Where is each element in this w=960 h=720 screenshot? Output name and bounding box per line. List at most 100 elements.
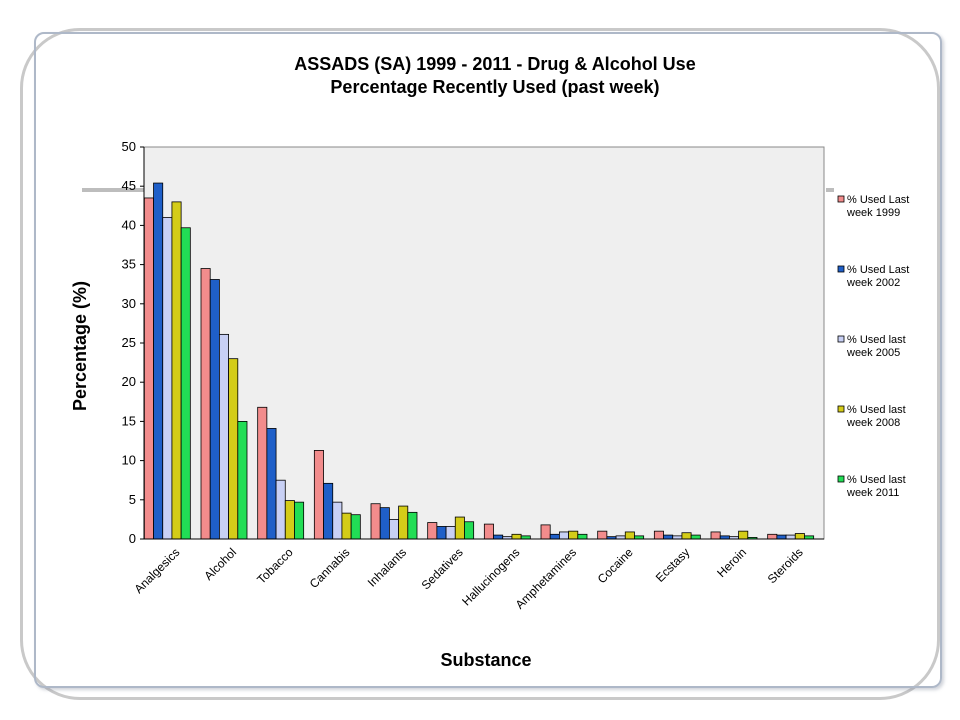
bar-alcohol-2 (209, 279, 220, 540)
bar-inhalants-1 (370, 503, 381, 540)
legend-swatch (837, 195, 845, 203)
x-axis-title: Substance (440, 650, 531, 670)
bar-amphetamines-2 (549, 533, 560, 540)
bar-tobacco-2 (266, 428, 277, 540)
x-category-label: Steroids (765, 545, 806, 586)
legend-label: % Used Last (847, 194, 909, 206)
x-category-label: Heroin (714, 545, 749, 580)
bar-cannabis-4 (341, 512, 352, 540)
y-tick-label: 15 (122, 413, 136, 428)
bar-cocaine-4 (624, 531, 635, 540)
bar-tobacco-3 (275, 479, 286, 540)
legend-label: week 1999 (846, 207, 900, 219)
bar-amphetamines-4 (568, 530, 579, 540)
x-category-label: Hallucinogens (459, 545, 522, 608)
bar-cannabis-5 (350, 514, 361, 540)
bar-cocaine-1 (597, 530, 608, 540)
x-category-label: Sedatives (419, 545, 466, 592)
y-tick-label: 30 (122, 296, 136, 311)
legend-label: week 2002 (846, 277, 900, 289)
legend-label: % Used last (847, 474, 906, 486)
bar-ecstasy-2 (663, 534, 674, 540)
bar-alcohol-3 (218, 333, 229, 540)
bar-cannabis-1 (313, 450, 324, 540)
legend-label: % Used last (847, 404, 906, 416)
chart-subtitle: Percentage Recently Used (past week) (330, 77, 659, 97)
x-category-label: Cocaine (595, 545, 636, 586)
bar-inhalants-4 (398, 505, 409, 540)
bar-steroids-4 (794, 533, 805, 540)
bar-inhalants-2 (379, 507, 390, 540)
x-category-label: Ecstasy (653, 545, 693, 585)
x-category-label: Tobacco (254, 545, 296, 587)
legend-swatch (837, 475, 845, 483)
bar-alcohol-4 (228, 358, 239, 540)
bar-tobacco-5 (294, 501, 305, 540)
y-axis-title: Percentage (%) (70, 281, 90, 411)
bar-hallucinogens-1 (483, 523, 494, 540)
x-category-label: Analgesics (132, 545, 183, 596)
bar-analgesics-5 (180, 227, 191, 540)
y-tick-label: 20 (122, 374, 136, 389)
bar-amphetamines-5 (577, 533, 588, 540)
bar-alcohol-5 (237, 420, 248, 540)
y-tick-label: 25 (122, 335, 136, 350)
bar-tobacco-1 (257, 406, 268, 540)
legend-label: week 2011 (846, 487, 899, 499)
x-category-label: Amphetamines (513, 545, 580, 612)
bar-steroids-2 (776, 534, 787, 540)
bar-analgesics-4 (171, 201, 182, 540)
bar-cannabis-3 (332, 501, 343, 540)
bar-steroids-1 (767, 533, 778, 540)
y-tick-label: 35 (122, 257, 136, 272)
bar-cannabis-2 (323, 482, 334, 540)
bar-analgesics-3 (162, 217, 173, 540)
x-category-label: Cannabis (307, 545, 353, 591)
y-tick-label: 5 (129, 492, 136, 507)
x-category-label: Inhalants (365, 545, 409, 589)
bar-sedatives-4 (454, 516, 465, 540)
bar-hallucinogens-4 (511, 533, 522, 540)
bar-alcohol-1 (200, 268, 211, 540)
x-axis-categories: Analgesics Alcohol Tobacco Cannabis Inhalant… (132, 545, 806, 612)
bar-steroids-3 (785, 534, 796, 540)
legend-swatch (837, 265, 845, 273)
slide-frame-inner (34, 32, 942, 688)
legend-label: week 2005 (846, 347, 900, 359)
legend-label: % Used Last (847, 264, 909, 276)
legend-label: week 2008 (846, 417, 900, 429)
x-category-label: Alcohol (201, 545, 239, 583)
y-tick-label: 45 (122, 178, 136, 193)
decorative-line-left (82, 188, 144, 192)
y-tick-label: 50 (122, 139, 136, 154)
y-axis-ticks: 0 5 10 15 20 25 30 35 40 45 50 (122, 139, 144, 546)
bar-ecstasy-4 (681, 532, 692, 540)
bar-analgesics-1 (143, 197, 154, 540)
y-tick-label: 0 (129, 531, 136, 546)
bar-sedatives-5 (464, 521, 475, 540)
y-tick-label: 40 (122, 217, 136, 232)
bar-amphetamines-1 (540, 524, 551, 540)
legend-swatch (837, 405, 845, 413)
legend-label: % Used last (847, 334, 906, 346)
bar-heroin-1 (710, 531, 721, 540)
legend-swatch (837, 335, 845, 343)
bar-amphetamines-3 (559, 531, 570, 540)
bar-ecstasy-1 (653, 530, 664, 540)
bar-sedatives-1 (427, 522, 438, 540)
y-tick-label: 10 (122, 453, 136, 468)
decorative-line-right (826, 188, 834, 192)
bar-sedatives-2 (436, 526, 447, 540)
bar-heroin-4 (738, 530, 749, 540)
bar-tobacco-4 (284, 500, 295, 540)
bar-inhalants-5 (407, 511, 418, 540)
slide-frame-outer (20, 28, 940, 700)
bar-hallucinogens-2 (493, 534, 504, 540)
bar-sedatives-3 (445, 526, 456, 540)
bar-inhalants-3 (388, 519, 399, 540)
chart-title: ASSADS (SA) 1999 - 2011 - Drug & Alcohol… (294, 54, 695, 74)
bar-analgesics-2 (153, 182, 164, 540)
bar-ecstasy-5 (690, 534, 701, 540)
